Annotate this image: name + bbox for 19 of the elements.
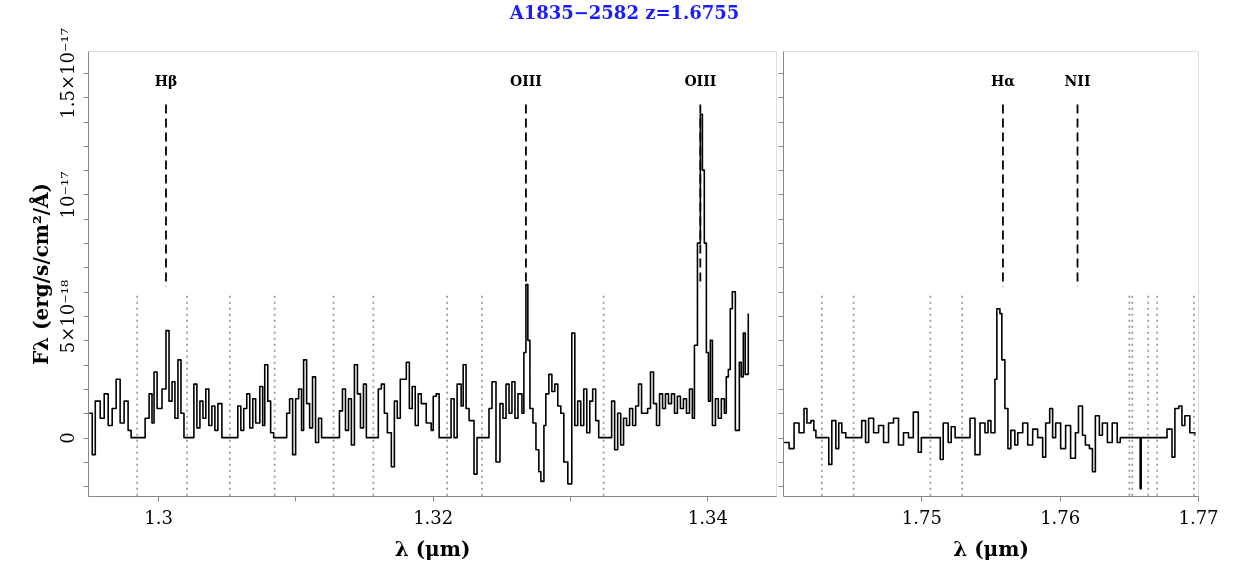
x-tick-label: 1.3 (144, 506, 173, 528)
ref-line-label: OIII (510, 73, 542, 90)
x-tick-label: 1.75 (901, 506, 942, 528)
x-tick-label: 1.77 (1178, 506, 1219, 528)
x-tick-label: 1.32 (413, 506, 454, 528)
ref-line-label: OIII (684, 73, 717, 90)
y-axis-title: Fλ (erg/s/cm²/Å) (28, 182, 53, 366)
x-axis-title: λ (μm) (953, 536, 1029, 561)
y-tick-label: 0 (56, 432, 78, 444)
ref-line-label: Hα (990, 73, 1016, 90)
ref-line-label: Hβ (154, 73, 178, 90)
x-tick-label: 1.76 (1040, 506, 1081, 528)
y-tick-label: 5×10⁻¹⁸ (56, 279, 78, 354)
y-tick-label: 10⁻¹⁷ (56, 171, 78, 219)
x-axis-title: λ (μm) (394, 536, 471, 561)
y-tick-label: 1.5×10⁻¹⁷ (56, 28, 78, 119)
ref-line-label: NII (1064, 73, 1091, 90)
chart-title: A1835−2582 z=1.6755 (508, 2, 740, 24)
x-tick-label: 1.34 (687, 506, 728, 528)
